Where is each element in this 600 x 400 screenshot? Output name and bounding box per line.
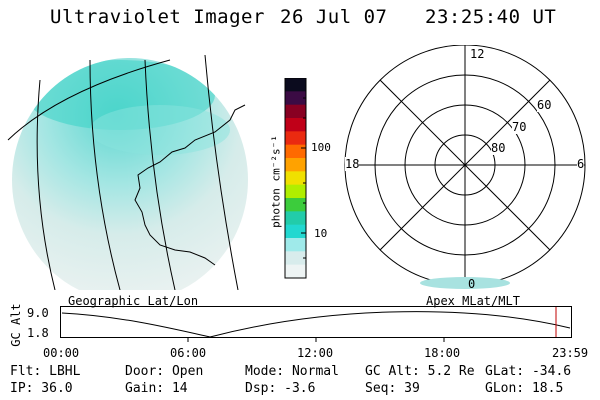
glon-info: GLon: 18.5 bbox=[485, 381, 564, 396]
colorbar-band bbox=[285, 78, 306, 92]
flt-info: Flt: LBHL bbox=[10, 364, 81, 379]
mlt-label-18: 18 bbox=[345, 157, 360, 171]
colorbar-band bbox=[285, 224, 306, 239]
gain-info: Gain: 14 bbox=[125, 381, 188, 396]
colorbar-band bbox=[285, 238, 306, 252]
time-label: 23:25:40 UT bbox=[425, 6, 557, 28]
colorbar-tick-100: 100 bbox=[311, 141, 331, 154]
colorbar-band bbox=[285, 118, 306, 132]
polar-plot bbox=[344, 45, 586, 289]
glat-info: GLat: -34.6 bbox=[485, 364, 572, 379]
mlt-label-0: 0 bbox=[468, 277, 476, 291]
xtick-1200: 12:00 bbox=[297, 346, 334, 360]
mlt-label-6: 6 bbox=[577, 157, 585, 171]
xtick-1800: 18:00 bbox=[424, 346, 461, 360]
geographic-map bbox=[7, 54, 248, 290]
lat-label-60: 60 bbox=[537, 98, 552, 112]
colorbar-tick-10: 10 bbox=[314, 227, 328, 240]
colorbar-band bbox=[285, 211, 306, 226]
seq-info: Seq: 39 bbox=[365, 381, 420, 396]
geographic-label: Geographic Lat/Lon bbox=[68, 294, 199, 308]
lat-label-70: 70 bbox=[512, 120, 527, 134]
colorbar-band bbox=[285, 171, 306, 186]
date-label: 26 Jul 07 bbox=[280, 6, 388, 28]
colorbar-band bbox=[285, 158, 306, 172]
apex-label: Apex MLat/MLT bbox=[426, 294, 520, 308]
colorbar-band bbox=[285, 264, 306, 279]
colorbar-band bbox=[285, 91, 306, 106]
lat-label-80: 80 bbox=[491, 141, 506, 155]
color-bar bbox=[284, 78, 307, 279]
mlt-label-12: 12 bbox=[470, 47, 485, 61]
xtick-2359: 23:59 bbox=[552, 346, 589, 360]
polar-emission bbox=[420, 277, 510, 289]
colorbar-unit-label: photon cm⁻²s⁻¹ bbox=[269, 135, 283, 228]
colorbar-band bbox=[285, 144, 306, 159]
colorbar-band bbox=[285, 104, 306, 119]
ytick-1-8: 1.8 bbox=[27, 326, 49, 340]
altitude-curve bbox=[61, 311, 571, 338]
xtick-0000: 00:00 bbox=[43, 346, 80, 360]
door-info: Door: Open bbox=[125, 364, 204, 379]
ip-info: IP: 36.0 bbox=[10, 381, 73, 396]
dsp-info: Dsp: -3.6 bbox=[245, 381, 316, 396]
colorbar-band bbox=[285, 184, 306, 199]
colorbar-band bbox=[285, 131, 306, 146]
geo-grid bbox=[7, 54, 239, 290]
colorbar-band bbox=[285, 198, 306, 212]
gc-alt-info: GC Alt: 5.2 Re bbox=[365, 364, 475, 379]
altitude-plot bbox=[60, 306, 572, 342]
colorbar-band bbox=[285, 251, 306, 266]
mode-info: Mode: Normal bbox=[245, 364, 339, 379]
xtick-0600: 06:00 bbox=[170, 346, 207, 360]
coastline bbox=[134, 104, 246, 266]
gc-alt-ylabel: GC Alt bbox=[9, 303, 23, 347]
app-title: Ultraviolet Imager bbox=[50, 6, 265, 28]
ytick-9: 9.0 bbox=[27, 306, 49, 320]
